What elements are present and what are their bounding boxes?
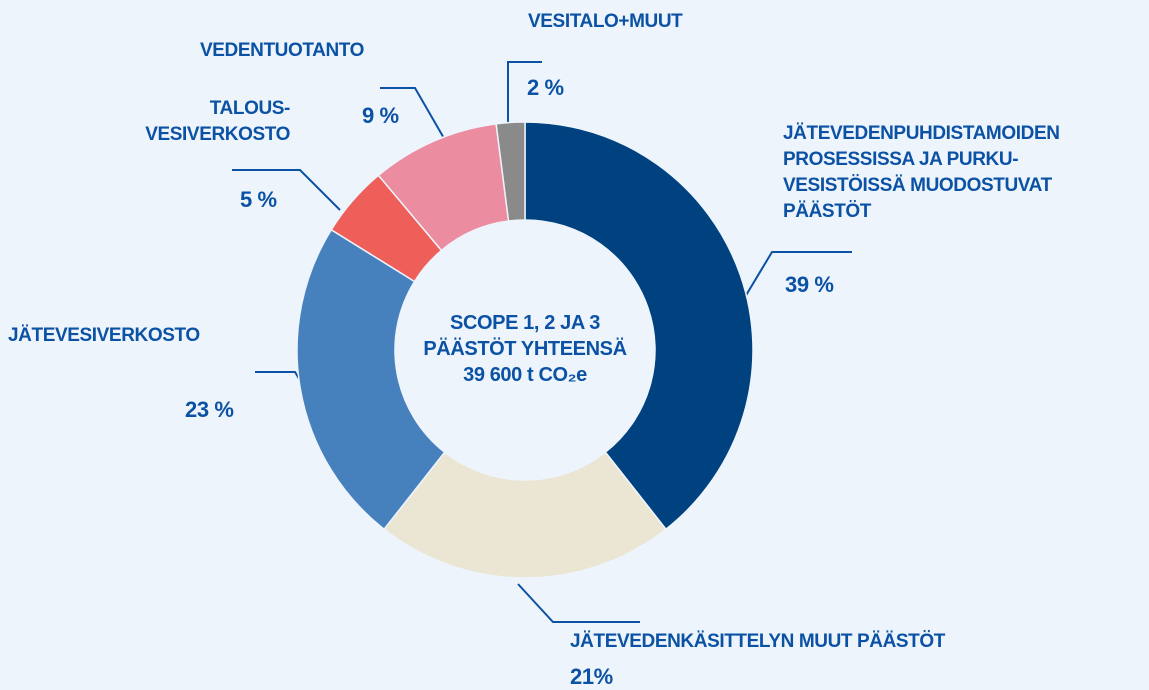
donut-slice xyxy=(296,228,446,531)
category-label: JÄTEVEDENKÄSITTELYN MUUT PÄÄSTÖT xyxy=(570,631,945,652)
value-label: 23 % xyxy=(185,397,234,422)
value-label: 21% xyxy=(570,664,613,689)
value-label: 39 % xyxy=(785,272,834,297)
leader-line xyxy=(507,61,542,126)
value-label: 9 % xyxy=(362,103,399,128)
donut-slice xyxy=(383,451,667,579)
donut-slice xyxy=(495,121,526,222)
category-label: TALOUS- VESIVERKOSTO xyxy=(145,98,290,145)
category-label: VESITALO+MUUT xyxy=(528,11,683,32)
leader-line xyxy=(380,87,446,141)
center-text: SCOPE 1, 2 JA 3 PÄÄSTÖT YHTEENSÄ 39 600 … xyxy=(423,312,627,386)
leader-line xyxy=(517,583,640,623)
leader-line xyxy=(744,251,852,298)
donut-slice xyxy=(524,121,754,531)
leader-lines xyxy=(232,61,852,623)
category-label: JÄTEVEDENPUHDISTAMOIDEN PROSESSISSA JA P… xyxy=(783,123,1060,222)
category-label: JÄTEVESIVERKOSTO xyxy=(8,325,200,346)
value-label: 2 % xyxy=(527,75,564,100)
category-label: VEDENTUOTANTO xyxy=(200,40,365,61)
value-label: 5 % xyxy=(240,187,277,212)
leader-line xyxy=(232,169,341,211)
